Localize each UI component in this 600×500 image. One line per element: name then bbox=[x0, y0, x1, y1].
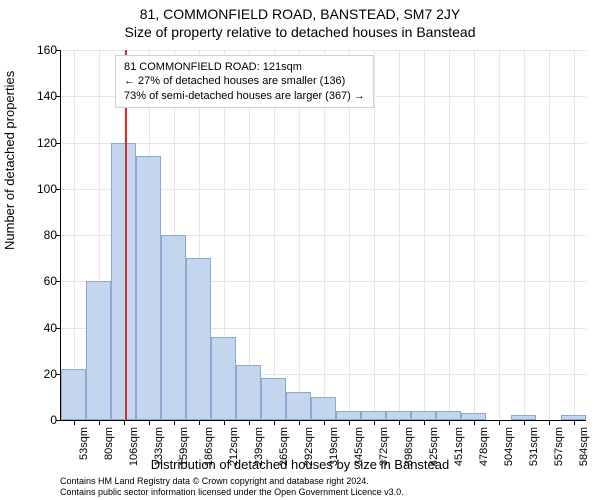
gridline-v bbox=[574, 50, 575, 420]
histogram-bar bbox=[111, 143, 136, 421]
xtick-mark bbox=[349, 420, 350, 425]
histogram-bar bbox=[61, 369, 86, 420]
ytick-label: 100 bbox=[27, 182, 57, 196]
xtick-mark bbox=[324, 420, 325, 425]
xtick-mark bbox=[74, 420, 75, 425]
xtick-mark bbox=[449, 420, 450, 425]
histogram-bar bbox=[86, 281, 111, 420]
footnote: Contains HM Land Registry data © Crown c… bbox=[60, 476, 590, 498]
chart-title-line1: 81, COMMONFIELD ROAD, BANSTEAD, SM7 2JY bbox=[0, 6, 600, 22]
annotation-box: 81 COMMONFIELD ROAD: 121sqm ← 27% of det… bbox=[115, 55, 374, 108]
histogram-bar bbox=[236, 365, 261, 421]
y-axis-label: Number of detached properties bbox=[2, 71, 17, 250]
annotation-line2: ← 27% of detached houses are smaller (13… bbox=[124, 74, 365, 88]
histogram-bar bbox=[286, 392, 311, 420]
histogram-bar bbox=[561, 415, 586, 420]
xtick-mark bbox=[524, 420, 525, 425]
histogram-bar bbox=[386, 411, 411, 420]
ytick-label: 160 bbox=[27, 43, 57, 57]
histogram-bar bbox=[361, 411, 386, 420]
ytick-label: 80 bbox=[27, 228, 57, 242]
histogram-bar bbox=[411, 411, 436, 420]
gridline-v bbox=[399, 50, 400, 420]
ytick-label: 40 bbox=[27, 321, 57, 335]
footnote-line1: Contains HM Land Registry data © Crown c… bbox=[60, 476, 369, 486]
xtick-mark bbox=[574, 420, 575, 425]
chart-title-line2: Size of property relative to detached ho… bbox=[0, 24, 600, 40]
gridline-v bbox=[474, 50, 475, 420]
xtick-mark bbox=[299, 420, 300, 425]
xtick-mark bbox=[224, 420, 225, 425]
histogram-bar bbox=[211, 337, 236, 420]
histogram-bar bbox=[161, 235, 186, 420]
xtick-label: 53sqm bbox=[78, 427, 90, 460]
histogram-bar bbox=[511, 415, 536, 420]
ytick-label: 60 bbox=[27, 274, 57, 288]
histogram-bar bbox=[336, 411, 361, 420]
annotation-line1: 81 COMMONFIELD ROAD: 121sqm bbox=[124, 60, 365, 74]
xtick-mark bbox=[149, 420, 150, 425]
xtick-mark bbox=[249, 420, 250, 425]
ytick-label: 0 bbox=[27, 413, 57, 427]
footnote-line2: Contains public sector information licen… bbox=[60, 487, 404, 497]
histogram-bar bbox=[461, 413, 486, 420]
xtick-mark bbox=[124, 420, 125, 425]
histogram-bar bbox=[136, 156, 161, 420]
xtick-mark bbox=[499, 420, 500, 425]
xtick-mark bbox=[274, 420, 275, 425]
histogram-bar bbox=[261, 378, 286, 420]
histogram-bar bbox=[436, 411, 461, 420]
xtick-mark bbox=[424, 420, 425, 425]
ytick-label: 140 bbox=[27, 89, 57, 103]
ytick-label: 20 bbox=[27, 367, 57, 381]
xtick-mark bbox=[174, 420, 175, 425]
xtick-label: 80sqm bbox=[103, 427, 115, 460]
gridline-v bbox=[74, 50, 75, 420]
gridline-v bbox=[524, 50, 525, 420]
xtick-mark bbox=[199, 420, 200, 425]
histogram-bar bbox=[311, 397, 336, 420]
gridline-v bbox=[499, 50, 500, 420]
annotation-line3: 73% of semi-detached houses are larger (… bbox=[124, 89, 365, 103]
xtick-mark bbox=[399, 420, 400, 425]
histogram-bar bbox=[186, 258, 211, 420]
xtick-mark bbox=[549, 420, 550, 425]
gridline-v bbox=[549, 50, 550, 420]
ytick-label: 120 bbox=[27, 136, 57, 150]
gridline-v bbox=[449, 50, 450, 420]
gridline-v bbox=[424, 50, 425, 420]
xtick-mark bbox=[374, 420, 375, 425]
x-axis-label: Distribution of detached houses by size … bbox=[0, 457, 600, 472]
xtick-mark bbox=[99, 420, 100, 425]
xtick-mark bbox=[474, 420, 475, 425]
